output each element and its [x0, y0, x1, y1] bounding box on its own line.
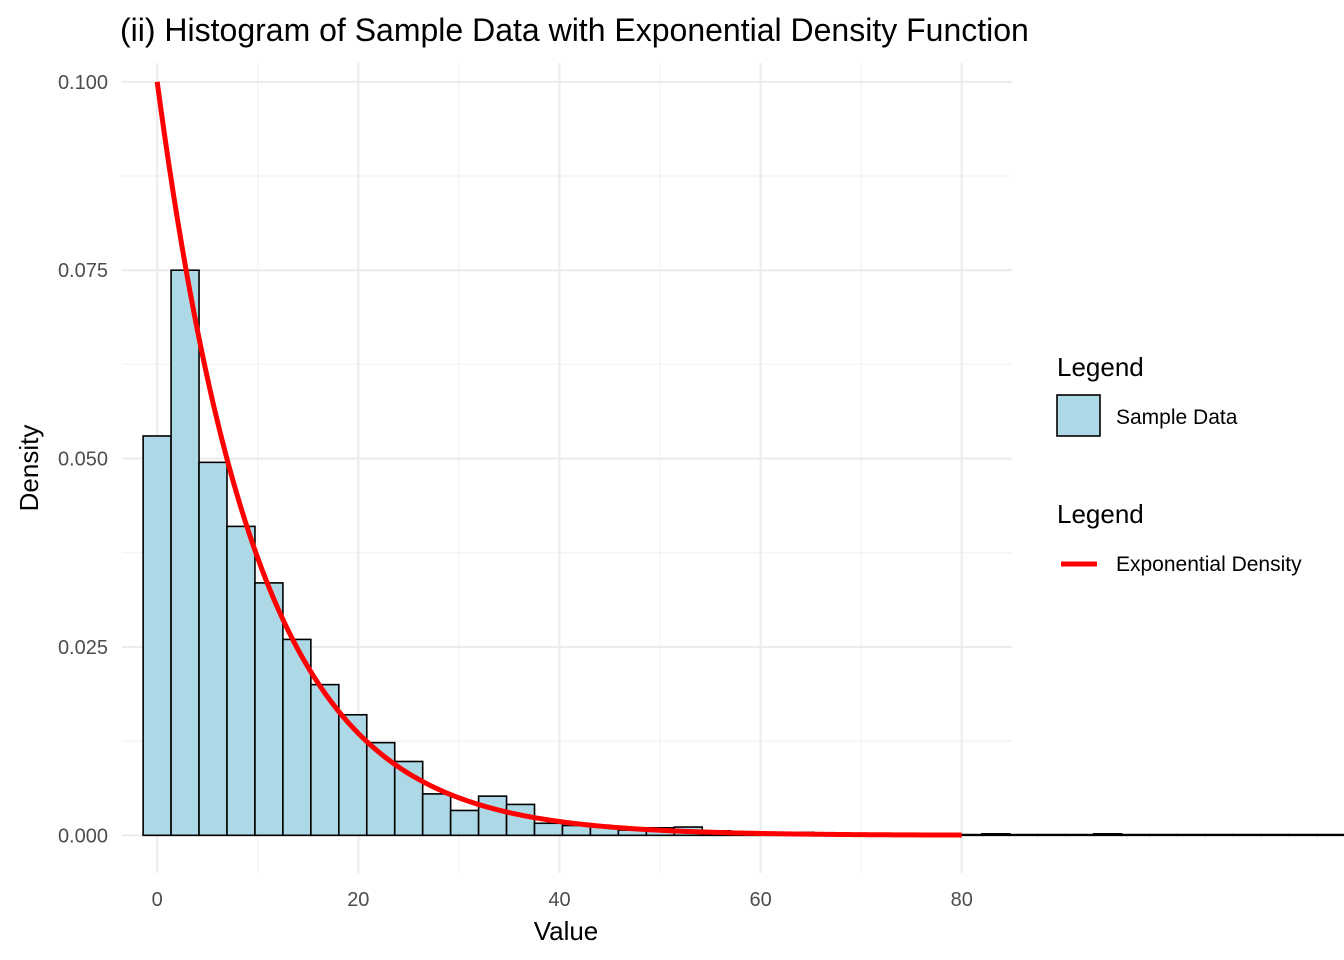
y-tick-label: 0.000 [58, 825, 108, 847]
histogram-bar [477, 795, 508, 837]
x-tick-label: 40 [548, 889, 570, 911]
legend-label-exponential-density: Exponential Density [1116, 553, 1302, 576]
x-tick-label: 80 [951, 889, 973, 911]
histogram-bar [1008, 833, 1039, 837]
x-tick-label: 0 [152, 889, 163, 911]
x-tick-label: 60 [749, 889, 771, 911]
y-axis-title: Density [14, 425, 44, 512]
histogram-bar [1288, 833, 1319, 837]
x-axis-ticks: 0 20 40 60 80 [152, 889, 973, 911]
histogram-bar [1092, 833, 1123, 837]
legend: Legend Sample Data Legend Exponential De… [1056, 352, 1302, 576]
histogram-bar [505, 803, 536, 837]
y-axis-ticks: 0.000 0.025 0.050 0.075 0.100 [58, 72, 108, 847]
histogram-bar [338, 713, 368, 837]
histogram-bar [170, 269, 200, 837]
legend-title-line: Legend [1057, 499, 1144, 529]
histogram-bar [981, 833, 1011, 837]
histogram-bar [1036, 833, 1067, 837]
histogram-bar [1316, 833, 1344, 837]
histogram-bar [1260, 833, 1291, 837]
histogram-bar [1204, 833, 1235, 837]
y-tick-label: 0.100 [58, 72, 108, 94]
exponential-density-line [154, 81, 962, 838]
histogram-bar [533, 822, 564, 837]
histogram-bar [1064, 833, 1095, 837]
x-tick-label: 20 [347, 889, 369, 911]
histogram-bar [198, 461, 228, 837]
chart-title: (ii) Histogram of Sample Data with Expon… [120, 12, 1029, 48]
legend-key-sample-data [1056, 394, 1101, 437]
histogram-bar [142, 435, 172, 837]
y-tick-label: 0.025 [58, 637, 108, 659]
histogram-bar [1176, 833, 1207, 837]
y-tick-label: 0.075 [58, 260, 108, 282]
legend-label-sample-data: Sample Data [1116, 406, 1238, 429]
histogram-bars [142, 269, 1344, 837]
histogram-bar [1232, 833, 1263, 837]
histogram-bar [449, 809, 480, 837]
histogram-bar [226, 525, 256, 837]
histogram-bar [282, 638, 312, 837]
legend-title-fill: Legend [1057, 352, 1144, 382]
histogram-bar [421, 793, 452, 837]
histogram-bar [254, 582, 284, 837]
histogram-bar [1148, 833, 1179, 837]
histogram-bar [1120, 833, 1151, 837]
y-tick-label: 0.050 [58, 449, 108, 471]
x-axis-title: Value [534, 916, 599, 946]
